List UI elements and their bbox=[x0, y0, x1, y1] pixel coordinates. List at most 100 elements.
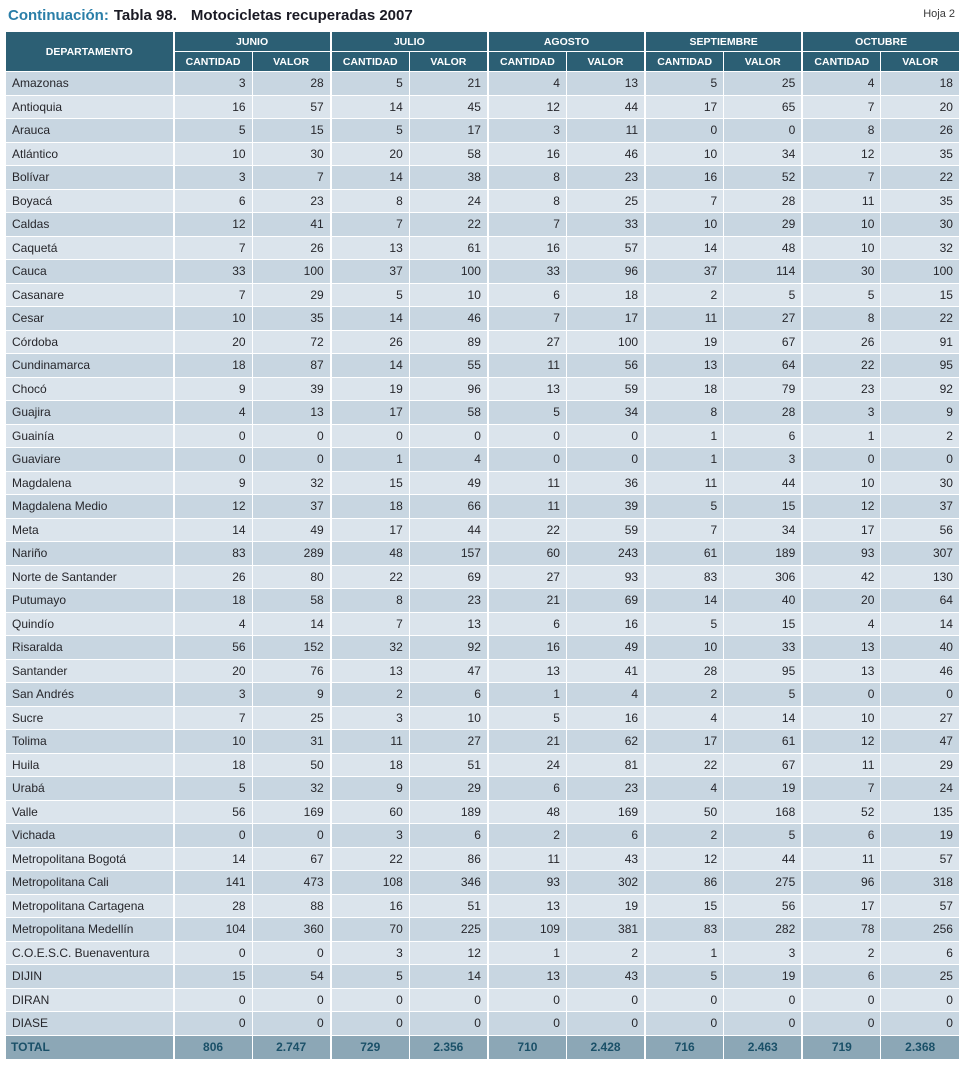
value-cell: 5 bbox=[486, 400, 567, 425]
value-cell: 20 bbox=[880, 94, 960, 119]
value-cell: 80 bbox=[251, 564, 332, 589]
value-cell: 1 bbox=[801, 423, 882, 448]
table-row: Arauca 5 15 5 17 3 11 0 0 8 26 bbox=[5, 118, 960, 143]
value-cell: 16 bbox=[329, 893, 410, 918]
value-cell: 0 bbox=[565, 987, 646, 1012]
value-cell: 100 bbox=[880, 259, 960, 284]
value-cell: 0 bbox=[329, 423, 410, 448]
value-cell: 3 bbox=[172, 71, 253, 96]
value-cell: 88 bbox=[251, 893, 332, 918]
department-cell: Guaviare bbox=[5, 447, 174, 472]
value-cell: 0 bbox=[880, 682, 960, 707]
value-cell: 35 bbox=[880, 188, 960, 213]
value-cell: 14 bbox=[329, 94, 410, 119]
value-cell: 58 bbox=[251, 588, 332, 613]
value-cell: 100 bbox=[565, 329, 646, 354]
value-cell: 8 bbox=[644, 400, 725, 425]
value-cell: 10 bbox=[644, 635, 725, 660]
value-cell: 0 bbox=[172, 1011, 253, 1036]
value-cell: 18 bbox=[565, 282, 646, 307]
value-cell: 22 bbox=[880, 306, 960, 331]
value-cell: 109 bbox=[486, 917, 567, 942]
department-cell: Cundinamarca bbox=[5, 353, 174, 378]
value-cell: 21 bbox=[486, 588, 567, 613]
table-row: Caquetá 7 26 13 61 16 57 14 48 10 32 bbox=[5, 235, 960, 260]
value-cell: 0 bbox=[880, 447, 960, 472]
value-cell: 30 bbox=[801, 259, 882, 284]
department-cell: Vichada bbox=[5, 823, 174, 848]
value-cell: 25 bbox=[880, 964, 960, 989]
value-cell: 93 bbox=[565, 564, 646, 589]
value-cell: 104 bbox=[172, 917, 253, 942]
value-cell: 29 bbox=[723, 212, 803, 237]
value-cell: 41 bbox=[251, 212, 332, 237]
value-cell: 22 bbox=[801, 353, 882, 378]
value-cell: 12 bbox=[172, 212, 253, 237]
value-cell: 52 bbox=[801, 799, 882, 824]
value-cell: 50 bbox=[644, 799, 725, 824]
value-cell: 0 bbox=[486, 1011, 567, 1036]
value-cell: 7 bbox=[251, 165, 332, 190]
value-cell: 15 bbox=[723, 611, 803, 636]
total-value-cell: 2.463 bbox=[723, 1034, 803, 1060]
value-cell: 96 bbox=[801, 870, 882, 895]
table-row: Cesar 10 35 14 46 7 17 11 27 8 22 bbox=[5, 306, 960, 331]
value-cell: 7 bbox=[644, 188, 725, 213]
column-header-departamento: DEPARTAMENTO bbox=[5, 31, 174, 72]
value-cell: 31 bbox=[251, 729, 332, 754]
value-cell: 26 bbox=[251, 235, 332, 260]
value-cell: 0 bbox=[251, 447, 332, 472]
value-cell: 44 bbox=[408, 517, 489, 542]
value-cell: 48 bbox=[329, 541, 410, 566]
value-cell: 11 bbox=[801, 752, 882, 777]
value-cell: 48 bbox=[486, 799, 567, 824]
total-value-cell: 2.368 bbox=[880, 1034, 960, 1060]
table-row: Meta 14 49 17 44 22 59 7 34 17 56 bbox=[5, 517, 960, 542]
value-cell: 27 bbox=[408, 729, 489, 754]
subheader-valor-octubre: VALOR bbox=[880, 51, 960, 72]
value-cell: 0 bbox=[723, 1011, 803, 1036]
value-cell: 10 bbox=[408, 282, 489, 307]
value-cell: 189 bbox=[723, 541, 803, 566]
value-cell: 69 bbox=[408, 564, 489, 589]
value-cell: 54 bbox=[251, 964, 332, 989]
value-cell: 11 bbox=[644, 306, 725, 331]
value-cell: 51 bbox=[408, 752, 489, 777]
department-cell: Chocó bbox=[5, 376, 174, 401]
value-cell: 5 bbox=[723, 282, 803, 307]
total-value-cell: 710 bbox=[486, 1034, 567, 1060]
value-cell: 29 bbox=[408, 776, 489, 801]
value-cell: 289 bbox=[251, 541, 332, 566]
value-cell: 13 bbox=[329, 658, 410, 683]
subheader-cantidad-junio: CANTIDAD bbox=[172, 51, 253, 72]
value-cell: 473 bbox=[251, 870, 332, 895]
value-cell: 39 bbox=[565, 494, 646, 519]
value-cell: 0 bbox=[251, 423, 332, 448]
value-cell: 302 bbox=[565, 870, 646, 895]
value-cell: 28 bbox=[172, 893, 253, 918]
value-cell: 0 bbox=[329, 1011, 410, 1036]
value-cell: 13 bbox=[251, 400, 332, 425]
value-cell: 0 bbox=[801, 682, 882, 707]
value-cell: 24 bbox=[486, 752, 567, 777]
value-cell: 0 bbox=[644, 987, 725, 1012]
value-cell: 11 bbox=[329, 729, 410, 754]
table-row: Norte de Santander 26 80 22 69 27 93 83 306 42 130 bbox=[5, 564, 960, 589]
value-cell: 13 bbox=[801, 658, 882, 683]
table-row: Putumayo 18 58 8 23 21 69 14 40 20 64 bbox=[5, 588, 960, 613]
value-cell: 14 bbox=[329, 165, 410, 190]
value-cell: 33 bbox=[565, 212, 646, 237]
value-cell: 95 bbox=[723, 658, 803, 683]
table-row: Metropolitana Cartagena 28 88 16 51 13 19 15 56 1… bbox=[5, 893, 960, 918]
value-cell: 0 bbox=[880, 1011, 960, 1036]
value-cell: 32 bbox=[251, 776, 332, 801]
value-cell: 57 bbox=[251, 94, 332, 119]
value-cell: 0 bbox=[486, 447, 567, 472]
department-cell: Magdalena Medio bbox=[5, 494, 174, 519]
value-cell: 45 bbox=[408, 94, 489, 119]
value-cell: 18 bbox=[172, 752, 253, 777]
value-cell: 0 bbox=[801, 1011, 882, 1036]
value-cell: 12 bbox=[801, 494, 882, 519]
value-cell: 67 bbox=[723, 329, 803, 354]
value-cell: 17 bbox=[408, 118, 489, 143]
